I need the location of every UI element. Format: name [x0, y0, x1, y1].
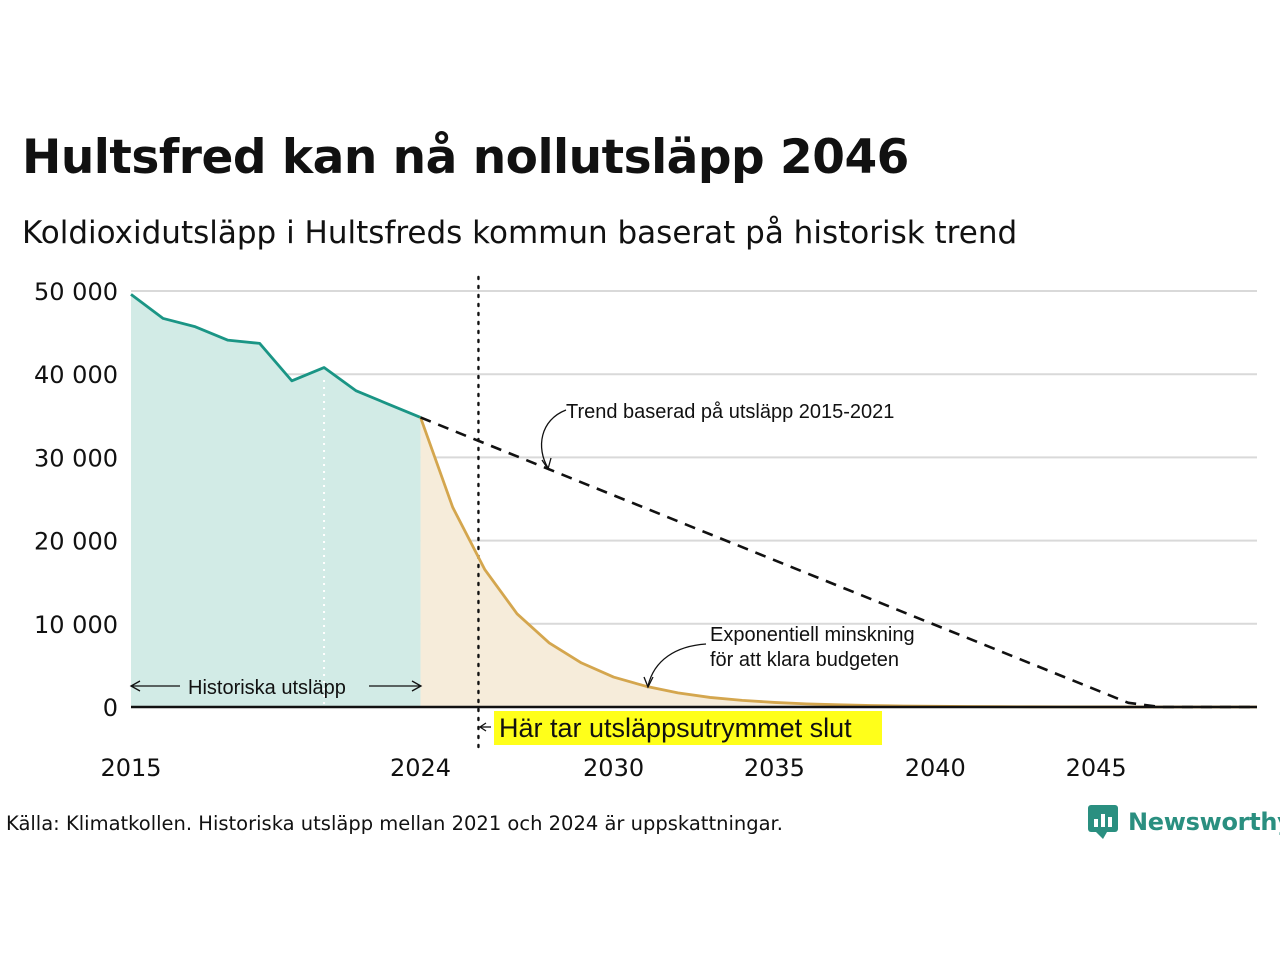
brand-name: Newsworthy: [1128, 808, 1280, 836]
x-tick-label: 2015: [100, 754, 161, 782]
historic-arrowhead-right: [411, 680, 423, 692]
y-tick-labels: 0 10 000 20 000 30 000 40 000 50 000: [34, 278, 118, 722]
series-line-0: [130, 293, 422, 419]
series-area-0: [131, 294, 421, 707]
annotation-budget-end: Här tar utsläppsutrymmet slut: [478, 711, 882, 745]
x-tick-label: 2045: [1066, 754, 1127, 782]
page-subtitle: Koldioxidutsläpp i Hultsfreds kommun bas…: [22, 215, 1018, 251]
annotation-trend-text: Trend baserad på utsläpp 2015-2021: [566, 401, 894, 423]
annotation-exp-line1: Exponentiell minskning: [710, 624, 915, 646]
annotation-trend-arrow: [540, 409, 567, 469]
series-area-1: [420, 417, 1257, 707]
x-tick-label: 2030: [583, 754, 644, 782]
y-tick-label: 40 000: [34, 361, 118, 389]
budget-end-label: Här tar utsläppsutrymmet slut: [499, 713, 852, 743]
annotation-exp-arrow: [647, 643, 707, 687]
historic-label: Historiska utsläpp: [188, 677, 346, 699]
annotation-historic: Historiska utsläpp: [129, 677, 423, 699]
x-tick-label: 2024: [390, 754, 451, 782]
budget-end-arrowhead: [478, 722, 487, 732]
y-tick-label: 30 000: [34, 444, 118, 472]
marker-lines: [323, 275, 480, 750]
x-tick-labels: 2015 2024 2030 2035 2040 2045: [100, 754, 1126, 782]
budget-end-highlight: [494, 711, 882, 745]
newsworthy-logo-icon: [1088, 805, 1118, 839]
brand-logo[interactable]: Newsworthy: [1088, 805, 1280, 839]
annotation-exp-line2: för att klara budgeten: [710, 649, 899, 671]
x-tick-label: 2040: [905, 754, 966, 782]
series-areas: [131, 294, 1257, 707]
y-tick-label: 10 000: [34, 611, 118, 639]
y-tick-label: 20 000: [34, 528, 118, 556]
y-tick-label: 0: [103, 694, 118, 722]
historic-arrowhead-left: [129, 680, 141, 692]
annotation-exp-arrowhead: [643, 676, 654, 689]
y-tick-label: 50 000: [34, 278, 118, 306]
annotation-trend: Trend baserad på utsläpp 2015-2021: [540, 401, 894, 471]
page-title: Hultsfred kan nå nollutsläpp 2046: [22, 130, 909, 185]
annotation-trend-arrowhead: [541, 457, 552, 471]
source-note: Källa: Klimatkollen. Historiska utsläpp …: [6, 812, 783, 835]
annotation-exponential: Exponentiell minskning för att klara bud…: [643, 624, 915, 689]
x-tick-label: 2035: [744, 754, 805, 782]
